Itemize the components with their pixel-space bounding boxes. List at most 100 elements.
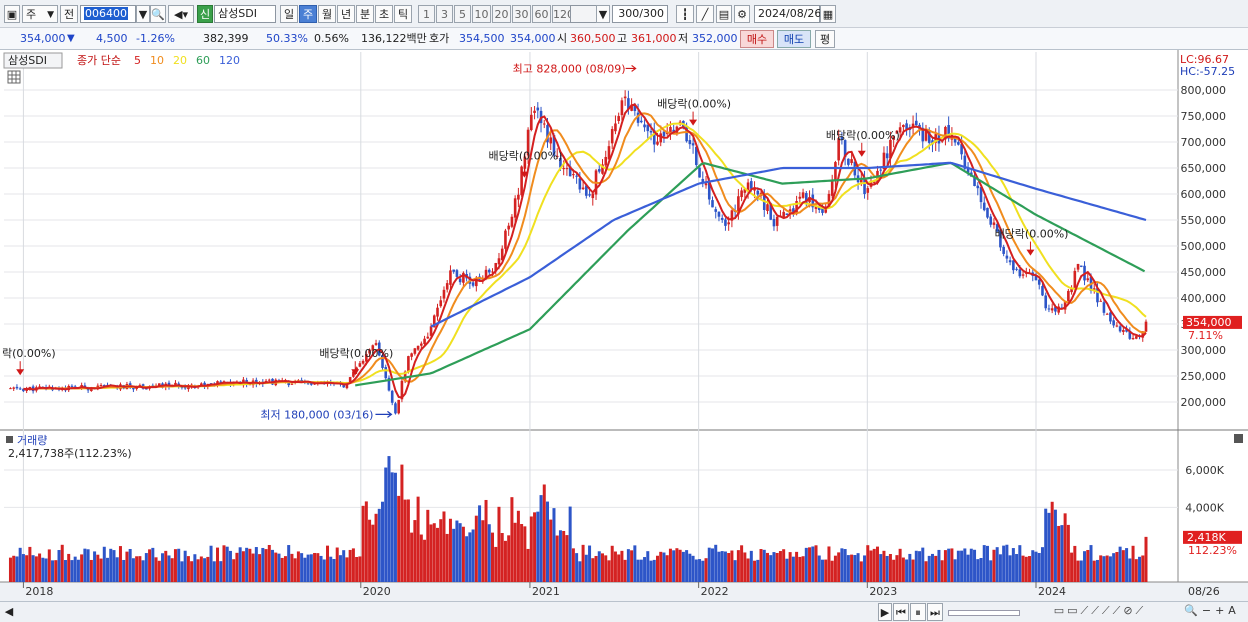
current-pct-label: 7.11% bbox=[1188, 329, 1223, 342]
interval-button-30[interactable]: 30 bbox=[512, 5, 531, 23]
volume-bar bbox=[287, 545, 291, 582]
chart-background bbox=[0, 50, 1248, 601]
interval-button-5[interactable]: 5 bbox=[454, 5, 471, 23]
price-candle-body bbox=[517, 194, 520, 200]
stock-chart[interactable]: 최고 828,000 (08/09) 최저 180,000 (03/16) 락(0.… bbox=[0, 50, 1248, 601]
volume-bar bbox=[1105, 555, 1109, 582]
volume-bar bbox=[568, 506, 572, 582]
zoom-slider[interactable] bbox=[948, 610, 1020, 616]
period-button-0[interactable]: 일 bbox=[280, 5, 298, 23]
candle-icon[interactable]: ┇ bbox=[676, 5, 694, 23]
price-candle-body bbox=[915, 120, 918, 126]
price-candle-body bbox=[1144, 321, 1148, 332]
interval-button-1[interactable]: 1 bbox=[418, 5, 435, 23]
jeon-button[interactable]: 전 bbox=[60, 5, 78, 23]
window-icon[interactable]: ▣ bbox=[4, 5, 20, 23]
sell-button[interactable]: 매도 bbox=[777, 30, 811, 48]
price-candle-body bbox=[986, 207, 989, 218]
last-page-icon[interactable]: ⏭ bbox=[927, 603, 943, 621]
interval-button-10[interactable]: 10 bbox=[472, 5, 491, 23]
price-candle-body bbox=[889, 139, 892, 159]
price-candle-body bbox=[1041, 286, 1044, 296]
period-button-4[interactable]: 분 bbox=[356, 5, 374, 23]
interval-dropdown-icon[interactable]: ▼ bbox=[596, 5, 610, 23]
high-label: 고 bbox=[617, 32, 628, 45]
save-icon[interactable]: ▤ bbox=[716, 5, 732, 23]
volume-bar bbox=[1092, 560, 1096, 582]
volume-bar bbox=[866, 545, 870, 582]
volume-bar bbox=[313, 552, 317, 582]
volume-bar bbox=[161, 553, 165, 582]
volume-bar bbox=[817, 555, 821, 582]
price-candle-body bbox=[707, 181, 711, 200]
price-candle-body bbox=[310, 382, 313, 385]
interval-button-20[interactable]: 20 bbox=[492, 5, 511, 23]
volume-bar bbox=[1037, 552, 1041, 582]
volume-bar bbox=[1053, 509, 1057, 582]
volume-bar bbox=[280, 557, 284, 582]
volume-bar bbox=[293, 558, 297, 582]
volume-bar bbox=[177, 548, 181, 582]
gear-icon[interactable]: ⚙ bbox=[734, 5, 750, 23]
drawing-tools-icon[interactable]: ▭▭⟋⟋⟋⟋⊘⟋ bbox=[1053, 604, 1147, 617]
volume-bar bbox=[892, 559, 896, 582]
chart-navigation-bar: ◀ ▶ ⏮ ⏸ ⏭ ▭▭⟋⟋⟋⟋⊘⟋ 🔍−+A bbox=[0, 601, 1248, 622]
volume-bar bbox=[646, 551, 650, 582]
price-candle-body bbox=[992, 222, 996, 225]
price-tick-label: 400,000 bbox=[1181, 292, 1227, 305]
period-button-2[interactable]: 월 bbox=[318, 5, 336, 23]
volume-bar bbox=[25, 555, 29, 582]
current-price-tag bbox=[1183, 315, 1242, 329]
price-candle-body bbox=[345, 383, 349, 389]
volume-bar bbox=[746, 558, 750, 582]
high-annotation: 최고 828,000 (08/09) bbox=[513, 62, 626, 75]
dividend-marker-icon bbox=[16, 369, 25, 376]
search-icon[interactable]: 🔍 bbox=[150, 5, 166, 23]
code-dropdown-icon[interactable]: ▼ bbox=[136, 5, 150, 23]
volume-bar bbox=[468, 532, 472, 582]
calendar-icon[interactable]: ▦ bbox=[820, 5, 836, 23]
volume-bar bbox=[536, 511, 540, 582]
display-count-field[interactable]: 300/300 bbox=[612, 5, 668, 23]
price-candle-body bbox=[614, 123, 617, 132]
volume-bar bbox=[526, 548, 530, 582]
volume-bar bbox=[351, 548, 355, 582]
price-candle-body bbox=[850, 159, 853, 164]
volume-bar bbox=[186, 556, 190, 582]
stock-name-field[interactable]: 삼성SDI bbox=[214, 5, 276, 23]
volume-bar bbox=[338, 555, 342, 582]
volume-bar bbox=[115, 557, 119, 582]
first-page-icon[interactable]: ⏮ bbox=[893, 603, 909, 621]
price-candle-body bbox=[743, 189, 747, 193]
draw-tool-icon[interactable]: ╱ bbox=[696, 5, 714, 23]
volume-bar bbox=[707, 547, 711, 582]
price-candle-body bbox=[957, 142, 960, 145]
price-candle-body bbox=[989, 216, 993, 225]
volume-bar bbox=[814, 545, 818, 582]
avg-button[interactable]: 평 bbox=[815, 30, 835, 48]
interval-button-120[interactable]: 120 bbox=[552, 5, 574, 23]
date-field[interactable]: 2024/08/26 bbox=[754, 5, 821, 23]
pause-icon[interactable]: ⏸ bbox=[910, 603, 926, 621]
price-candle-body bbox=[902, 124, 905, 128]
stock-code-input[interactable]: 006400 bbox=[80, 5, 136, 23]
volume-bar bbox=[630, 550, 634, 582]
zoom-tools-icon[interactable]: 🔍−+A bbox=[1184, 604, 1240, 617]
volume-bar bbox=[588, 545, 592, 582]
interval-button-3[interactable]: 3 bbox=[436, 5, 453, 23]
volume-bar bbox=[1034, 551, 1038, 582]
period-button-1[interactable]: 주 bbox=[299, 5, 317, 23]
period-button-6[interactable]: 틱 bbox=[394, 5, 412, 23]
interval-button-60[interactable]: 60 bbox=[532, 5, 551, 23]
period-button-3[interactable]: 년 bbox=[337, 5, 355, 23]
scroll-right-icon[interactable]: ▶ bbox=[878, 603, 892, 621]
price-candle-body bbox=[811, 194, 815, 208]
scroll-left-icon[interactable]: ◀ bbox=[4, 605, 14, 618]
buy-button[interactable]: 매수 bbox=[740, 30, 774, 48]
price-candle-body bbox=[99, 385, 103, 387]
period-type-select[interactable]: 주 ▼ bbox=[22, 5, 58, 23]
period-button-5[interactable]: 초 bbox=[375, 5, 393, 23]
price-candle-body bbox=[766, 204, 769, 211]
volume-bar bbox=[960, 550, 964, 582]
speaker-icon[interactable]: ◀▾ bbox=[168, 5, 194, 23]
